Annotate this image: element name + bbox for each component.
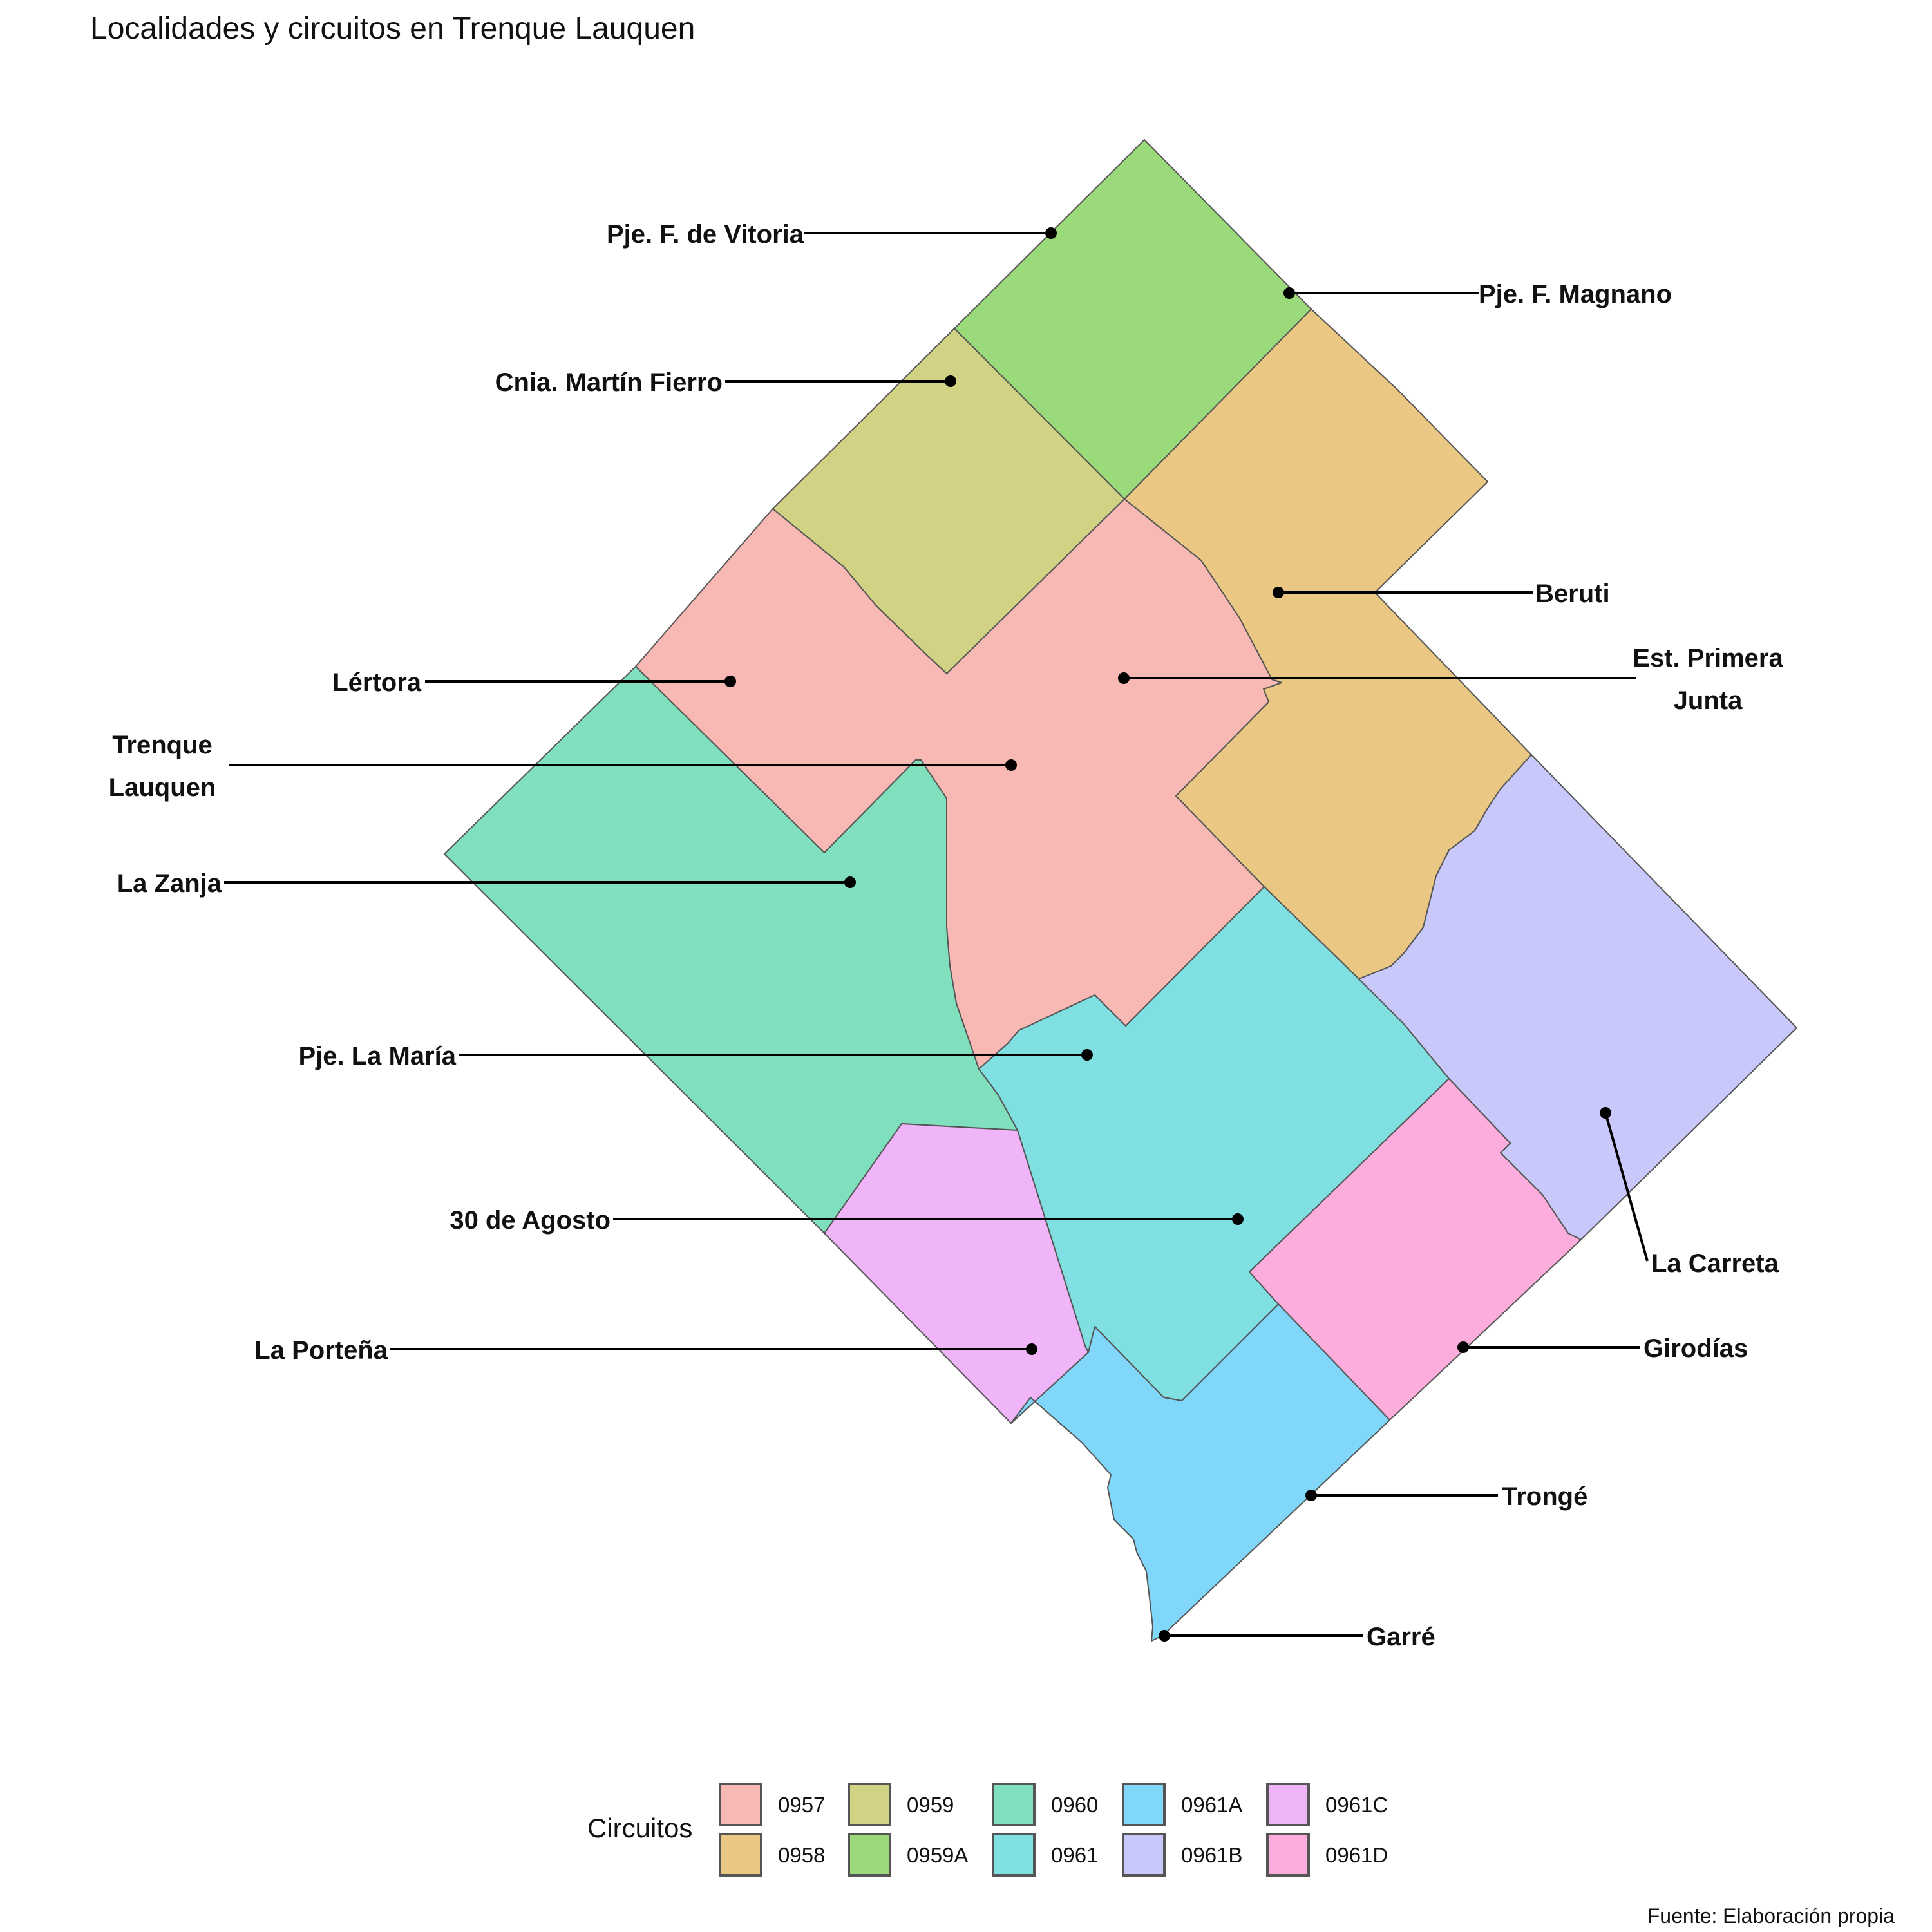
region-0961A <box>1010 1303 1390 1642</box>
legend-item: 0961C <box>1266 1783 1388 1826</box>
locality-label: Pje. F. de Vitoria <box>607 220 804 249</box>
legend-label: 0961D <box>1325 1843 1388 1867</box>
locality-garre: Garré <box>1159 1623 1435 1651</box>
locality-label: La Zanja <box>117 869 222 898</box>
legend-item: 0961D <box>1266 1833 1388 1877</box>
map-title: Localidades y circuitos en Trenque Lauqu… <box>90 12 695 46</box>
locality-label: Beruti <box>1535 580 1610 608</box>
locality-cnia-martin-fierro: Cnia. Martín Fierro <box>495 368 956 397</box>
legend-label: 0959 <box>907 1793 954 1817</box>
legend-label: 0961C <box>1325 1793 1388 1817</box>
legend-key <box>719 1833 762 1877</box>
legend-label: 0961 <box>1051 1843 1098 1867</box>
locality-la-zanja: La Zanja <box>117 869 856 898</box>
locality-label: La Carreta <box>1651 1249 1779 1278</box>
locality-trenque-lauquen: Trenque Lauquen <box>109 731 1017 802</box>
legend-key <box>992 1833 1036 1877</box>
legend-item: 0961B <box>1122 1833 1242 1877</box>
locality-annotations: Pje. F. de Vitoria Pje. F. Magnano Cnia.… <box>109 220 1784 1651</box>
locality-beruti: Beruti <box>1273 580 1610 608</box>
locality-label: Cnia. Martín Fierro <box>495 368 723 397</box>
locality-marker <box>1005 759 1017 771</box>
legend-item: 0959 <box>848 1783 954 1826</box>
leader-line <box>1604 1112 1649 1262</box>
locality-label: Pje. La María <box>298 1042 456 1070</box>
locality-girodias: Girodías <box>1457 1334 1748 1363</box>
locality-label: La Porteña <box>254 1336 388 1365</box>
legend-label: 0959A <box>907 1843 968 1867</box>
locality-marker <box>1273 587 1284 598</box>
legend-key <box>848 1783 891 1826</box>
locality-marker <box>844 876 856 888</box>
locality-marker <box>1045 227 1057 239</box>
locality-est-primera-junta: Est. Primera Junta <box>1118 644 1783 715</box>
locality-tronge: Trongé <box>1305 1482 1587 1511</box>
legend-label: 0957 <box>778 1793 825 1817</box>
locality-marker <box>1026 1343 1037 1355</box>
locality-pje-la-maria: Pje. La María <box>298 1042 1093 1070</box>
legend-label: 0958 <box>778 1843 825 1867</box>
map-caption: Fuente: Elaboración propia <box>1647 1904 1895 1927</box>
locality-marker <box>1305 1490 1317 1501</box>
legend-item: 0960 <box>992 1783 1098 1826</box>
legend-item: 0961 <box>992 1833 1098 1877</box>
locality-marker <box>945 375 956 387</box>
region-0961D <box>1249 1078 1582 1421</box>
legend-key <box>1266 1783 1310 1826</box>
legend-key <box>1266 1833 1310 1877</box>
legend-key <box>992 1783 1036 1826</box>
legend-item: 0959A <box>848 1833 968 1877</box>
legend-item: 0958 <box>719 1833 825 1877</box>
locality-30-de-agosto: 30 de Agosto <box>450 1206 1244 1235</box>
locality-marker <box>1600 1107 1611 1119</box>
locality-label: Girodías <box>1643 1334 1748 1363</box>
legend-key <box>848 1833 891 1877</box>
legend: Circuitos 0957 0958 0959 0959A 0960 <box>587 1783 1388 1877</box>
locality-la-carreta: La Carreta <box>1600 1107 1779 1278</box>
legend-item: 0961A <box>1122 1783 1242 1826</box>
legend-label: 0961A <box>1181 1793 1242 1817</box>
locality-label: Est. Primera Junta <box>1633 644 1783 715</box>
locality-label: Trongé <box>1502 1482 1587 1511</box>
locality-lertora: Lértora <box>332 668 736 697</box>
locality-marker <box>1081 1049 1093 1061</box>
locality-pje-f-magnano: Pje. F. Magnano <box>1283 280 1672 308</box>
locality-label: Pje. F. Magnano <box>1479 280 1672 308</box>
locality-pje-f-de-vitoria: Pje. F. de Vitoria <box>607 220 1057 249</box>
legend-key <box>1122 1783 1166 1826</box>
locality-la-portena: La Porteña <box>254 1336 1037 1365</box>
locality-marker <box>1118 672 1130 684</box>
locality-label: Garré <box>1367 1623 1435 1651</box>
locality-marker <box>724 676 736 687</box>
locality-marker <box>1159 1630 1170 1642</box>
map-regions <box>444 139 1797 1642</box>
legend-label: 0960 <box>1051 1793 1098 1817</box>
legend-key <box>719 1783 762 1826</box>
locality-label: 30 de Agosto <box>450 1206 611 1235</box>
legend-key <box>1122 1833 1166 1877</box>
locality-label: Lértora <box>332 668 422 697</box>
legend-items: 0957 0958 0959 0959A 0960 0961 <box>719 1783 1388 1877</box>
locality-marker <box>1232 1213 1244 1225</box>
locality-label: Trenque Lauquen <box>109 731 216 802</box>
legend-item: 0957 <box>719 1783 825 1826</box>
legend-title: Circuitos <box>587 1813 692 1843</box>
legend-label: 0961B <box>1181 1843 1242 1867</box>
locality-marker <box>1283 287 1295 299</box>
locality-marker <box>1457 1341 1469 1353</box>
